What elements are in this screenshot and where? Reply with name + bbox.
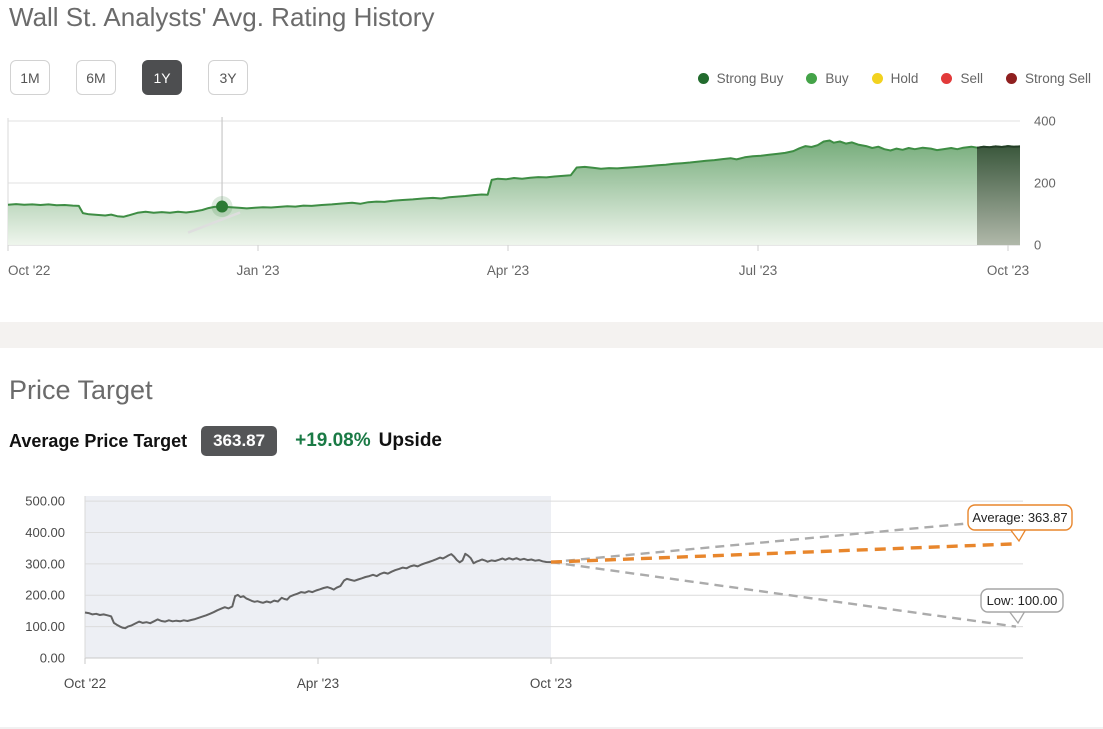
upside-percent: +19.08%	[295, 430, 371, 451]
legend-item-sell[interactable]: Sell	[941, 71, 983, 86]
average-callout	[967, 504, 1073, 531]
range-button-6m[interactable]: 6M	[76, 60, 116, 95]
price-target-title: Price Target	[9, 375, 153, 405]
y-axis-label: 400.00	[25, 525, 65, 540]
x-axis-label: Oct '23	[987, 263, 1029, 278]
rating-history-title: Wall St. Analysts' Avg. Rating History	[9, 2, 435, 32]
y-axis-label: 300.00	[25, 556, 65, 571]
legend-label: Hold	[890, 70, 919, 86]
legend-label: Buy	[825, 70, 849, 86]
average-projection-line	[550, 542, 1017, 564]
rating-legend: Strong Buy Buy Hold Sell Strong Sell	[697, 69, 1091, 87]
y-axis-label: 500.00	[25, 494, 65, 509]
x-axis-label: Jan '23	[236, 263, 279, 278]
range-selector: 1M 6M 1Y 3Y	[10, 60, 248, 95]
strong-buy-dot-icon	[697, 72, 709, 84]
tooltip-connector	[187, 211, 241, 234]
y-axis-label: 200.00	[25, 588, 65, 603]
history-region	[85, 496, 551, 658]
sell-dot-icon	[941, 72, 953, 84]
legend-label: Sell	[960, 70, 983, 86]
y-axis-label: 0.00	[40, 651, 65, 666]
average-price-target-row: Average Price Target 363.87 +19.08% Upsi…	[9, 424, 442, 458]
range-button-1y[interactable]: 1Y	[142, 60, 182, 95]
average-price-target-label: Average Price Target	[9, 430, 188, 451]
strong-sell-dot-icon	[1005, 72, 1017, 84]
legend-item-buy[interactable]: Buy	[806, 70, 849, 86]
legend-label: Strong Buy	[716, 70, 784, 86]
y-axis-label: 400	[1034, 114, 1056, 129]
x-axis-label: Oct '22	[64, 676, 106, 691]
y-axis-label: 0	[1034, 238, 1041, 253]
selected-region-overlay	[976, 146, 1020, 245]
average-callout-label: Average: 363.87	[972, 510, 1067, 525]
legend-item-strong-sell[interactable]: Strong Sell	[1005, 70, 1091, 86]
x-axis-label: Apr '23	[487, 263, 529, 278]
y-axis-label: 200	[1034, 176, 1056, 191]
price-target-chart[interactable]: 500.00 400.00 300.00 200.00 100.00 0.00 Averag…	[0, 488, 1103, 703]
legend-item-strong-buy[interactable]: Strong Buy	[697, 70, 784, 86]
buy-dot-icon	[806, 72, 818, 84]
hover-marker[interactable]	[216, 200, 229, 213]
x-axis-label: Oct '23	[530, 676, 572, 691]
low-projection-line	[550, 560, 1017, 628]
average-price-target-badge: 363.87	[201, 426, 278, 456]
hold-dot-icon	[871, 72, 883, 84]
x-axis-label: Oct '22	[8, 263, 50, 278]
upside-word: Upside	[378, 430, 442, 451]
range-button-1m[interactable]: 1M	[10, 60, 50, 95]
rating-history-chart[interactable]: 400 200 0 Oct '22 Jan '23 Apr '23 Jul '23 Oct '…	[0, 110, 1103, 285]
low-callout	[980, 588, 1064, 613]
legend-item-hold[interactable]: Hold	[871, 70, 919, 86]
range-button-3y[interactable]: 3Y	[208, 60, 248, 95]
bottom-divider	[0, 727, 1103, 729]
legend-label: Strong Sell	[1024, 70, 1091, 86]
low-callout-label: Low: 100.00	[987, 593, 1058, 608]
high-projection-line	[550, 517, 1017, 564]
y-axis-label: 100.00	[25, 619, 65, 634]
x-axis-label: Apr '23	[297, 676, 339, 691]
x-axis-label: Jul '23	[739, 263, 778, 278]
section-divider	[0, 322, 1103, 348]
